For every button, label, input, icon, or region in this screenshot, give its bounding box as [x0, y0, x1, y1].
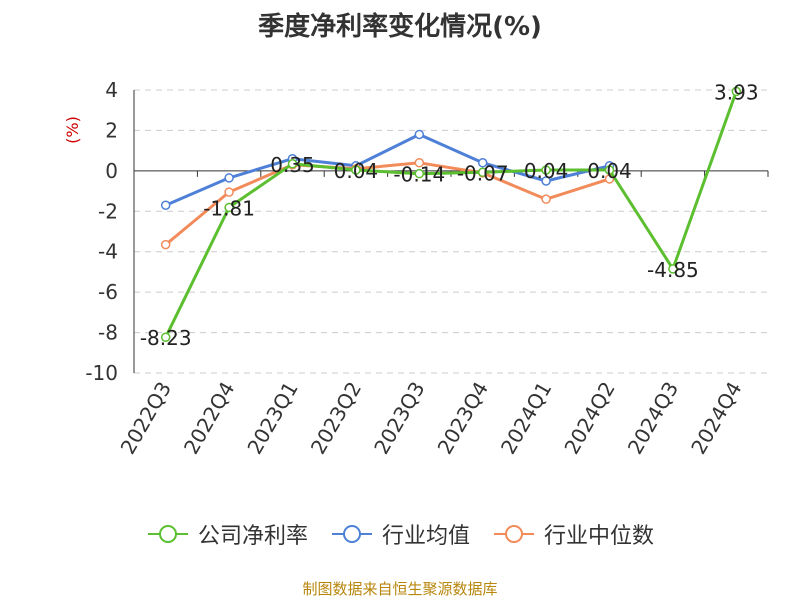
y-tick-label: -8 — [98, 321, 118, 345]
data-label: 0.04 — [524, 159, 569, 183]
x-tick-label: 2024Q3 — [623, 378, 683, 459]
data-label: 0.35 — [270, 153, 315, 177]
line-chart: 420-2-4-6-8-10(%)2022Q3 2022Q4 2023Q1 2023Q… — [63, 78, 769, 459]
legend-item-industry-mean[interactable]: 行业均值 — [330, 518, 470, 550]
y-tick-label: -4 — [98, 240, 118, 264]
legend-label-company: 公司净利率 — [197, 524, 308, 549]
y-tick-label: 4 — [105, 78, 118, 102]
x-tick-label: 2024Q2 — [559, 378, 619, 459]
data-point-company-net-margin — [414, 168, 425, 179]
x-tick-label: 2024Q4 — [686, 378, 746, 459]
data-label: -1.81 — [203, 196, 255, 220]
data-point-company-net-margin — [731, 86, 742, 97]
y-tick-label: -6 — [98, 280, 118, 304]
legend: 公司净利率 行业均值 行业中位数 — [0, 518, 800, 550]
data-point-industry-mean — [160, 200, 171, 210]
data-label: 3.93 — [714, 80, 759, 104]
x-tick-label: 2023Q3 — [369, 378, 429, 459]
data-point-industry-median — [414, 158, 425, 168]
chart-title: 季度净利率变化情况(%) — [258, 12, 542, 42]
data-point-company-net-margin — [604, 165, 615, 175]
y-tick-label: 2 — [105, 118, 118, 142]
x-tick-label: 2022Q3 — [116, 378, 176, 459]
legend-label-industry-mean: 行业均值 — [381, 524, 470, 549]
legend-marker-industry-mean — [331, 525, 372, 543]
y-tick-label: -10 — [85, 361, 118, 385]
x-tick-label: 2024Q1 — [496, 378, 556, 459]
data-point-industry-mean — [224, 173, 234, 183]
data-point-industry-mean — [541, 176, 551, 186]
data-point-company-net-margin — [477, 167, 488, 178]
data-point-industry-mean — [477, 158, 488, 168]
data-point-company-net-margin — [541, 165, 551, 175]
y-tick-label: 0 — [105, 159, 118, 183]
data-point-company-net-margin — [351, 165, 361, 175]
x-tick-label: 2023Q4 — [433, 378, 493, 459]
data-label: -8.23 — [140, 326, 192, 350]
data-label: -0.07 — [457, 161, 509, 185]
legend-item-company[interactable]: 公司净利率 — [146, 518, 308, 550]
legend-marker-company — [147, 525, 188, 543]
data-point-industry-mean — [414, 129, 425, 140]
y-tick-label: -2 — [98, 199, 118, 223]
data-point-industry-median — [224, 187, 234, 197]
data-label: 0.04 — [334, 159, 379, 183]
data-point-company-net-margin — [224, 202, 234, 213]
data-source-note: 制图数据来自恒生聚源数据库 — [302, 580, 498, 598]
data-label: -4.85 — [647, 258, 699, 282]
series-line-industry-median — [164, 161, 610, 246]
data-point-company-net-margin — [668, 264, 678, 274]
legend-label-industry-median: 行业中位数 — [544, 524, 655, 549]
series-line-company-net-margin — [164, 90, 738, 338]
legend-item-industry-median[interactable]: 行业中位数 — [492, 518, 654, 550]
data-point-industry-median — [160, 239, 171, 250]
x-tick-label: 2022Q4 — [179, 378, 239, 459]
data-label: -0.14 — [393, 163, 445, 187]
y-axis-label: (%) — [63, 116, 82, 144]
data-label: 0.04 — [587, 159, 632, 183]
data-point-company-net-margin — [160, 332, 171, 342]
legend-marker-industry-median — [494, 525, 534, 543]
x-tick-label: 2023Q2 — [306, 378, 366, 459]
data-point-industry-median — [541, 194, 551, 204]
series-line-industry-mean — [165, 133, 610, 207]
data-point-company-net-margin — [287, 159, 298, 169]
x-tick-label: 2023Q1 — [242, 378, 302, 459]
